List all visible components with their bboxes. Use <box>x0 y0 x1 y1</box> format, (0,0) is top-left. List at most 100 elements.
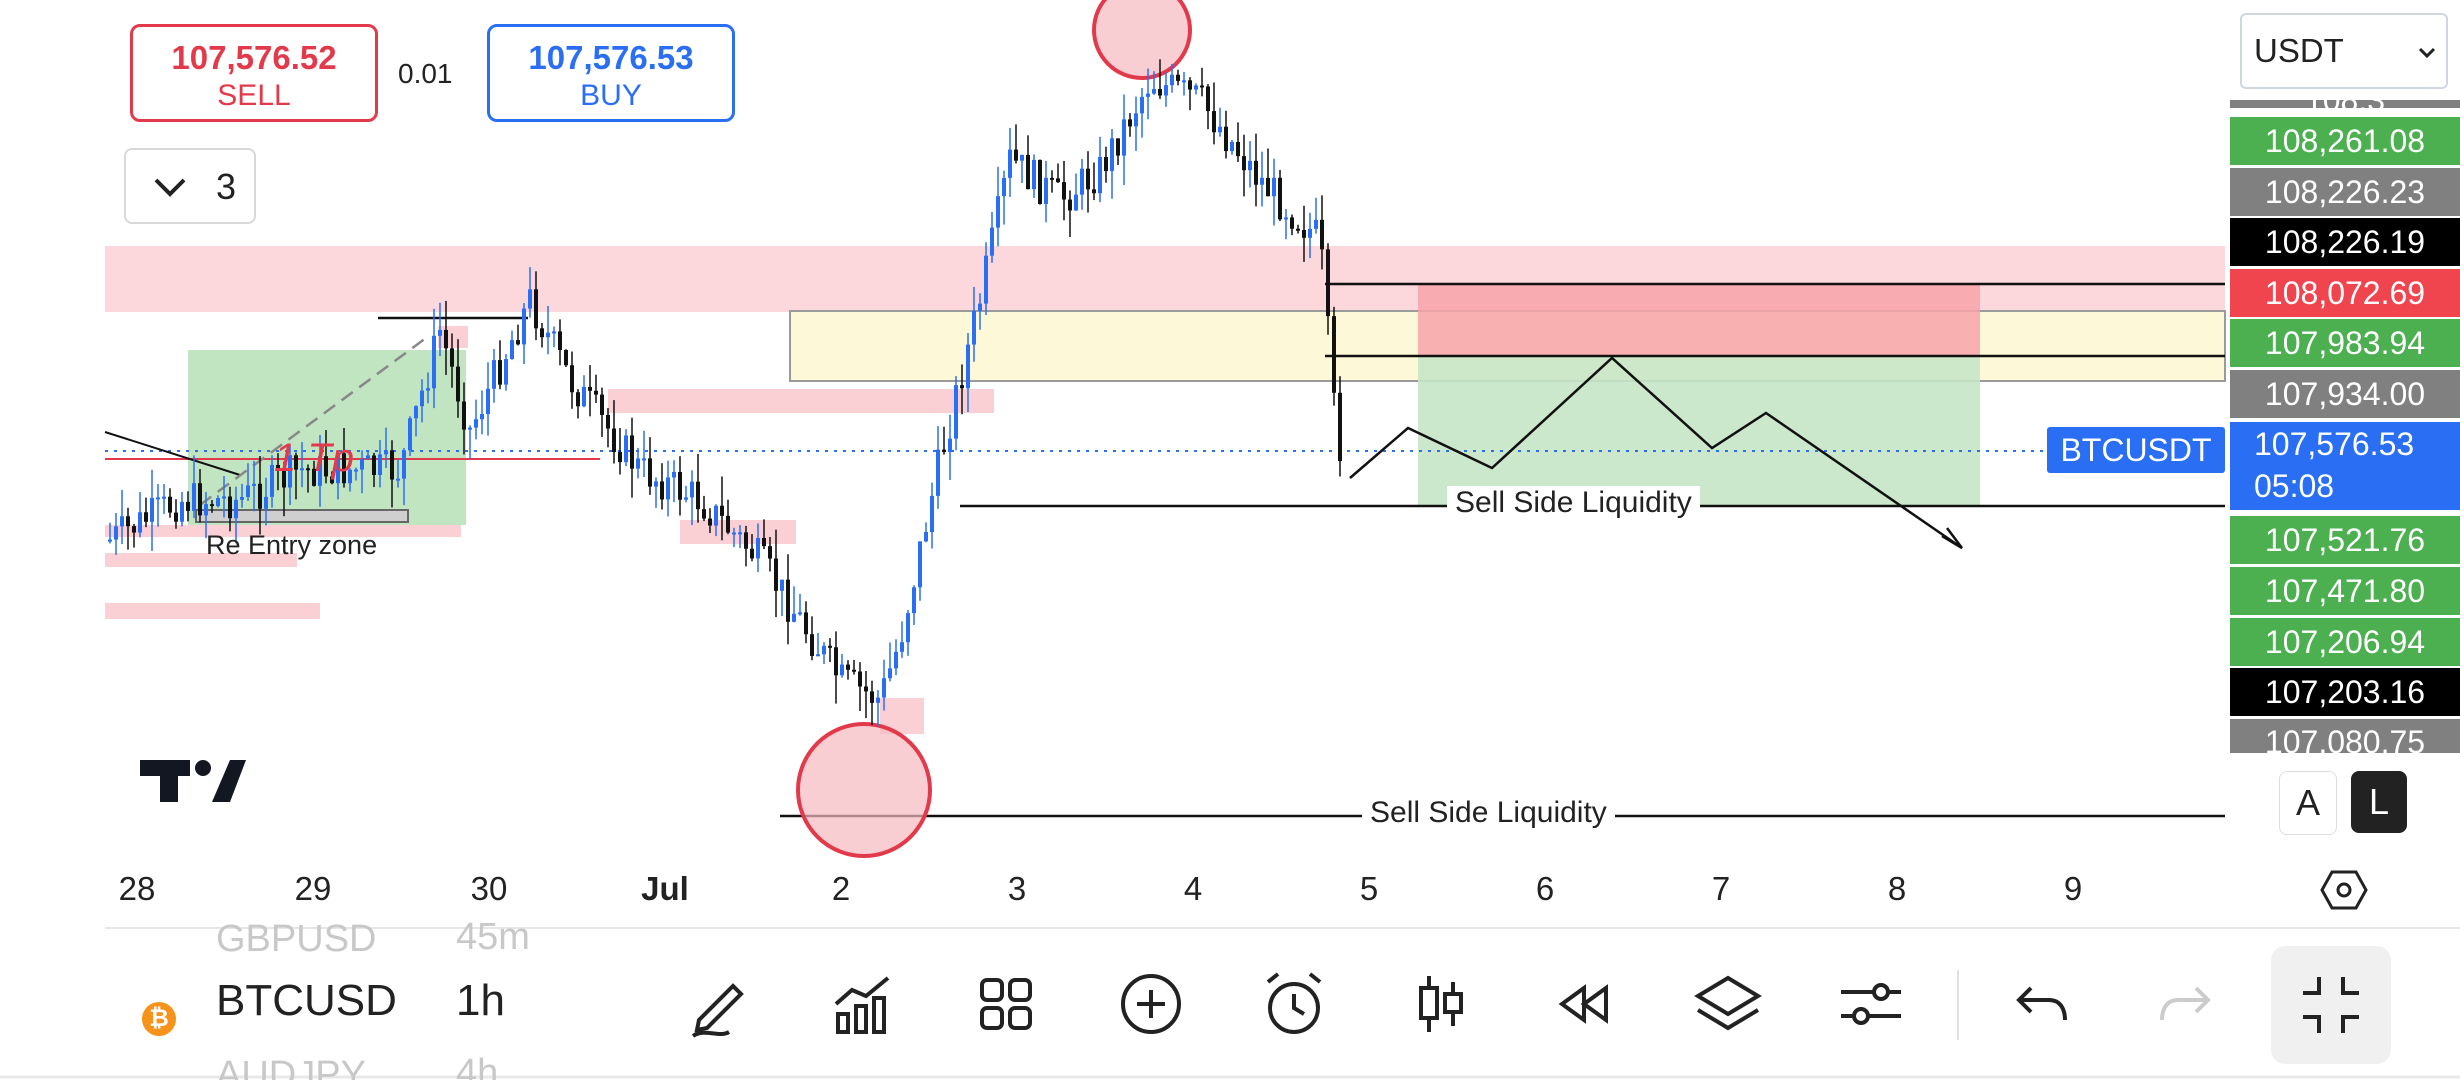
candle-body <box>582 386 586 407</box>
auto-scale-button[interactable]: A <box>2279 771 2337 835</box>
candle-body <box>468 427 472 430</box>
interval-option[interactable]: 45m <box>456 920 530 958</box>
pencil-icon[interactable] <box>685 968 757 1040</box>
candle-body <box>366 455 370 460</box>
candle-body <box>924 531 928 542</box>
candle-body <box>1254 160 1258 185</box>
symbol-selected[interactable]: BTCUSD <box>216 976 397 1025</box>
symbol-option[interactable]: GBPUSD <box>216 920 377 960</box>
candle-body <box>1032 159 1036 190</box>
candle-body <box>234 499 238 519</box>
sliders-icon[interactable] <box>1835 968 1907 1040</box>
interval-selected[interactable]: 1h <box>456 976 505 1025</box>
layers-icon[interactable] <box>1692 968 1764 1040</box>
candle-body <box>1266 177 1270 197</box>
current-symbol-label: BTCUSDT <box>2047 427 2225 473</box>
candle-body <box>630 435 634 469</box>
candle-body <box>756 538 760 559</box>
candle-body <box>486 388 490 415</box>
alarm-icon[interactable] <box>1258 968 1330 1040</box>
symbol-picker[interactable]: GBPUSD ₿ BTCUSD AUDJPY <box>130 920 450 1080</box>
candle-body <box>1134 113 1138 127</box>
candle-body <box>768 546 772 559</box>
chart-settings-icon[interactable] <box>2320 868 2368 912</box>
candle-body <box>276 464 280 470</box>
candle-body <box>408 418 412 451</box>
buy-button[interactable]: 107,576.53 BUY <box>487 24 735 122</box>
candle-body <box>390 450 394 480</box>
candle-body <box>720 505 724 516</box>
time-axis-label: 3 <box>1007 870 1027 907</box>
candle-body <box>456 366 460 402</box>
green-zone-left <box>188 350 466 525</box>
candle-body <box>612 428 616 453</box>
candle-body <box>348 469 352 484</box>
collapse-button[interactable] <box>2271 946 2391 1064</box>
candle-body <box>186 501 190 511</box>
candle-body <box>774 558 778 591</box>
redo-icon[interactable] <box>2150 968 2222 1040</box>
ssl-lower-label: Sell Side Liquidity <box>1362 796 1615 830</box>
price-tag: 107,203.16 <box>2230 668 2460 716</box>
price-tag: 107,934.00 <box>2230 370 2460 418</box>
candle-body <box>588 386 592 391</box>
indicator-icon[interactable] <box>828 968 900 1040</box>
grid-icon[interactable] <box>970 968 1042 1040</box>
candle-body <box>780 579 784 591</box>
interval-option[interactable]: 4h <box>456 1052 499 1080</box>
currency-value: USDT <box>2254 32 2344 69</box>
candle-body <box>474 419 478 428</box>
candle-body <box>258 483 262 509</box>
candle-body <box>1128 119 1132 127</box>
red-pink-band-3 <box>105 553 297 567</box>
price-tag: 107,206.94 <box>2230 618 2460 666</box>
candle-body <box>942 449 946 453</box>
candles-icon[interactable] <box>1405 968 1477 1040</box>
candle-body <box>708 518 712 526</box>
price-tag-partial: 108,3 <box>2230 100 2460 108</box>
candle-body <box>1230 141 1234 152</box>
symbol-option[interactable]: AUDJPY <box>216 1054 366 1080</box>
candle-body <box>1122 119 1126 156</box>
tradingview-logo <box>140 760 246 802</box>
candle-body <box>936 449 940 496</box>
drawings-collapse-button[interactable]: 3 <box>124 148 256 224</box>
red-pink-band-5 <box>680 520 796 544</box>
log-scale-button[interactable]: L <box>2351 771 2407 833</box>
price-tag: 107,983.94 <box>2230 319 2460 367</box>
candlestick-series <box>108 59 1342 727</box>
interval-picker[interactable]: 45m 1h 4h <box>450 920 570 1080</box>
candle-body <box>462 401 466 430</box>
candle-body <box>270 464 274 497</box>
candle-body <box>1290 217 1294 229</box>
stop-loss-zone <box>1418 284 1980 356</box>
candle-body <box>126 516 130 527</box>
candle-body <box>216 498 220 507</box>
current-price: 107,576.53 <box>2254 426 2415 462</box>
candle-body <box>384 450 388 455</box>
candle-body <box>1164 85 1168 96</box>
sell-button[interactable]: 107,576.52 SELL <box>130 24 378 122</box>
candle-body <box>342 453 346 484</box>
candle-body <box>402 450 406 479</box>
price-tag: 108,226.23 <box>2230 168 2460 216</box>
candle-body <box>816 654 820 657</box>
undo-icon[interactable] <box>2005 968 2077 1040</box>
candle-body <box>990 227 994 256</box>
candle-body <box>1146 93 1150 97</box>
drawings-count: 3 <box>216 166 237 207</box>
rewind-icon[interactable] <box>1548 968 1620 1040</box>
candle-body <box>444 329 448 349</box>
candle-body <box>1236 141 1240 157</box>
plus-circle-icon[interactable] <box>1115 968 1187 1040</box>
take-profit-zone <box>1418 356 1980 506</box>
lot-size[interactable]: 0.01 <box>398 58 453 89</box>
time-axis-label: 8 <box>1887 870 1907 907</box>
candle-body <box>792 613 796 622</box>
candle-body <box>1248 160 1252 171</box>
currency-select[interactable]: USDT <box>2240 13 2448 89</box>
candle-body <box>654 481 658 487</box>
time-axis-label: Jul <box>641 870 689 907</box>
high-circle <box>1092 0 1192 80</box>
